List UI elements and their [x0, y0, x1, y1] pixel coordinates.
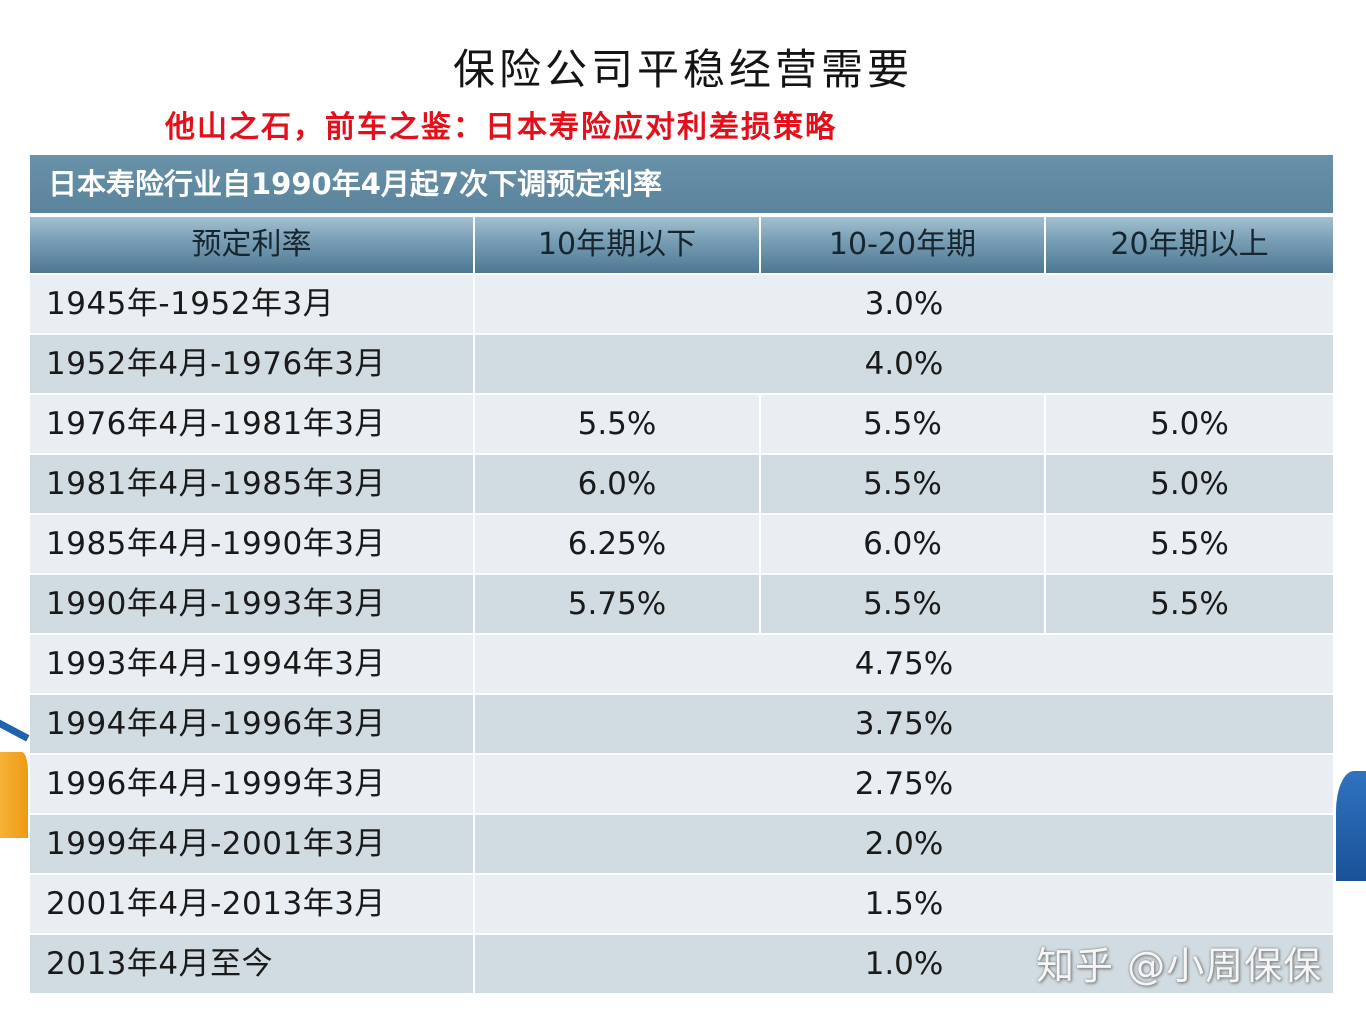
decor-right-blue-band: [1336, 771, 1366, 881]
decor-left-orange-band: [0, 752, 28, 838]
period-cell: 1981年4月-1985年3月: [30, 455, 473, 513]
rate-cell-over-20-years: 5.0%: [1046, 395, 1333, 453]
rate-cell-all-terms: 2.0%: [475, 815, 1333, 873]
rate-cell-under-10-years: 5.5%: [475, 395, 759, 453]
table-row: 2013年4月至今 1.0%: [30, 935, 1333, 993]
period-cell: 1996年4月-1999年3月: [30, 755, 473, 813]
header-under-10-years: 10年期以下: [475, 217, 759, 273]
period-cell: 1993年4月-1994年3月: [30, 635, 473, 693]
period-cell: 1976年4月-1981年3月: [30, 395, 473, 453]
period-cell: 1952年4月-1976年3月: [30, 335, 473, 393]
table-row: 1993年4月-1994年3月 4.75%: [30, 635, 1333, 693]
decor-left-blue-stripe: [0, 718, 30, 742]
rate-cell-10-20-years: 5.5%: [761, 575, 1044, 633]
period-cell: 1994年4月-1996年3月: [30, 695, 473, 753]
table-row: 2001年4月-2013年3月 1.5%: [30, 875, 1333, 933]
table-caption: 日本寿险行业自1990年4月起7次下调预定利率: [30, 155, 1333, 213]
header-assumed-rate: 预定利率: [30, 217, 473, 273]
rate-cell-all-terms: 4.0%: [475, 335, 1333, 393]
header-over-20-years: 20年期以上: [1046, 217, 1333, 273]
slide-title: 保险公司平稳经营需要: [452, 45, 913, 94]
watermark: 知乎 @小周保保: [1036, 944, 1323, 988]
table-row: 1976年4月-1981年3月 5.5% 5.5% 5.0%: [30, 395, 1333, 453]
table-row: 1994年4月-1996年3月 3.75%: [30, 695, 1333, 753]
table-row: 1990年4月-1993年3月 5.75% 5.5% 5.5%: [30, 575, 1333, 633]
rate-cell-10-20-years: 5.5%: [761, 395, 1044, 453]
period-cell: 1990年4月-1993年3月: [30, 575, 473, 633]
table-row: 1996年4月-1999年3月 2.75%: [30, 755, 1333, 813]
period-cell: 1985年4月-1990年3月: [30, 515, 473, 573]
rate-cell-10-20-years: 6.0%: [761, 515, 1044, 573]
slide-subtitle: 他山之石，前车之鉴：日本寿险应对利差损策略: [165, 110, 837, 145]
rate-cell-over-20-years: 5.5%: [1046, 515, 1333, 573]
period-cell: 2013年4月至今: [30, 935, 473, 993]
rate-cell-under-10-years: 6.25%: [475, 515, 759, 573]
rate-cell-all-terms: 3.0%: [475, 275, 1333, 333]
rate-cell-over-20-years: 5.0%: [1046, 455, 1333, 513]
rate-cell-10-20-years: 5.5%: [761, 455, 1044, 513]
table-row: 1999年4月-2001年3月 2.0%: [30, 815, 1333, 873]
rate-cell-over-20-years: 5.5%: [1046, 575, 1333, 633]
table-row: 1945年-1952年3月 3.0%: [30, 275, 1333, 333]
rate-cell-under-10-years: 5.75%: [475, 575, 759, 633]
rate-cell-all-terms: 2.75%: [475, 755, 1333, 813]
rate-cell-all-terms: 1.0%: [475, 935, 1333, 993]
table-row: 1981年4月-1985年3月 6.0% 5.5% 5.0%: [30, 455, 1333, 513]
period-cell: 1945年-1952年3月: [30, 275, 473, 333]
rate-cell-all-terms: 1.5%: [475, 875, 1333, 933]
table-row: 1952年4月-1976年3月 4.0%: [30, 335, 1333, 393]
table-header-row: 预定利率 10年期以下 10-20年期 20年期以上: [30, 217, 1333, 273]
table-row: 1985年4月-1990年3月 6.25% 6.0% 5.5%: [30, 515, 1333, 573]
period-cell: 2001年4月-2013年3月: [30, 875, 473, 933]
interest-rate-table: 日本寿险行业自1990年4月起7次下调预定利率 预定利率 10年期以下 10-2…: [30, 155, 1333, 993]
period-cell: 1999年4月-2001年3月: [30, 815, 473, 873]
rate-cell-all-terms: 4.75%: [475, 635, 1333, 693]
table-body: 1945年-1952年3月 3.0% 1952年4月-1976年3月 4.0% 1976…: [30, 275, 1333, 993]
rate-cell-all-terms: 3.75%: [475, 695, 1333, 753]
rate-cell-under-10-years: 6.0%: [475, 455, 759, 513]
header-10-20-years: 10-20年期: [761, 217, 1044, 273]
